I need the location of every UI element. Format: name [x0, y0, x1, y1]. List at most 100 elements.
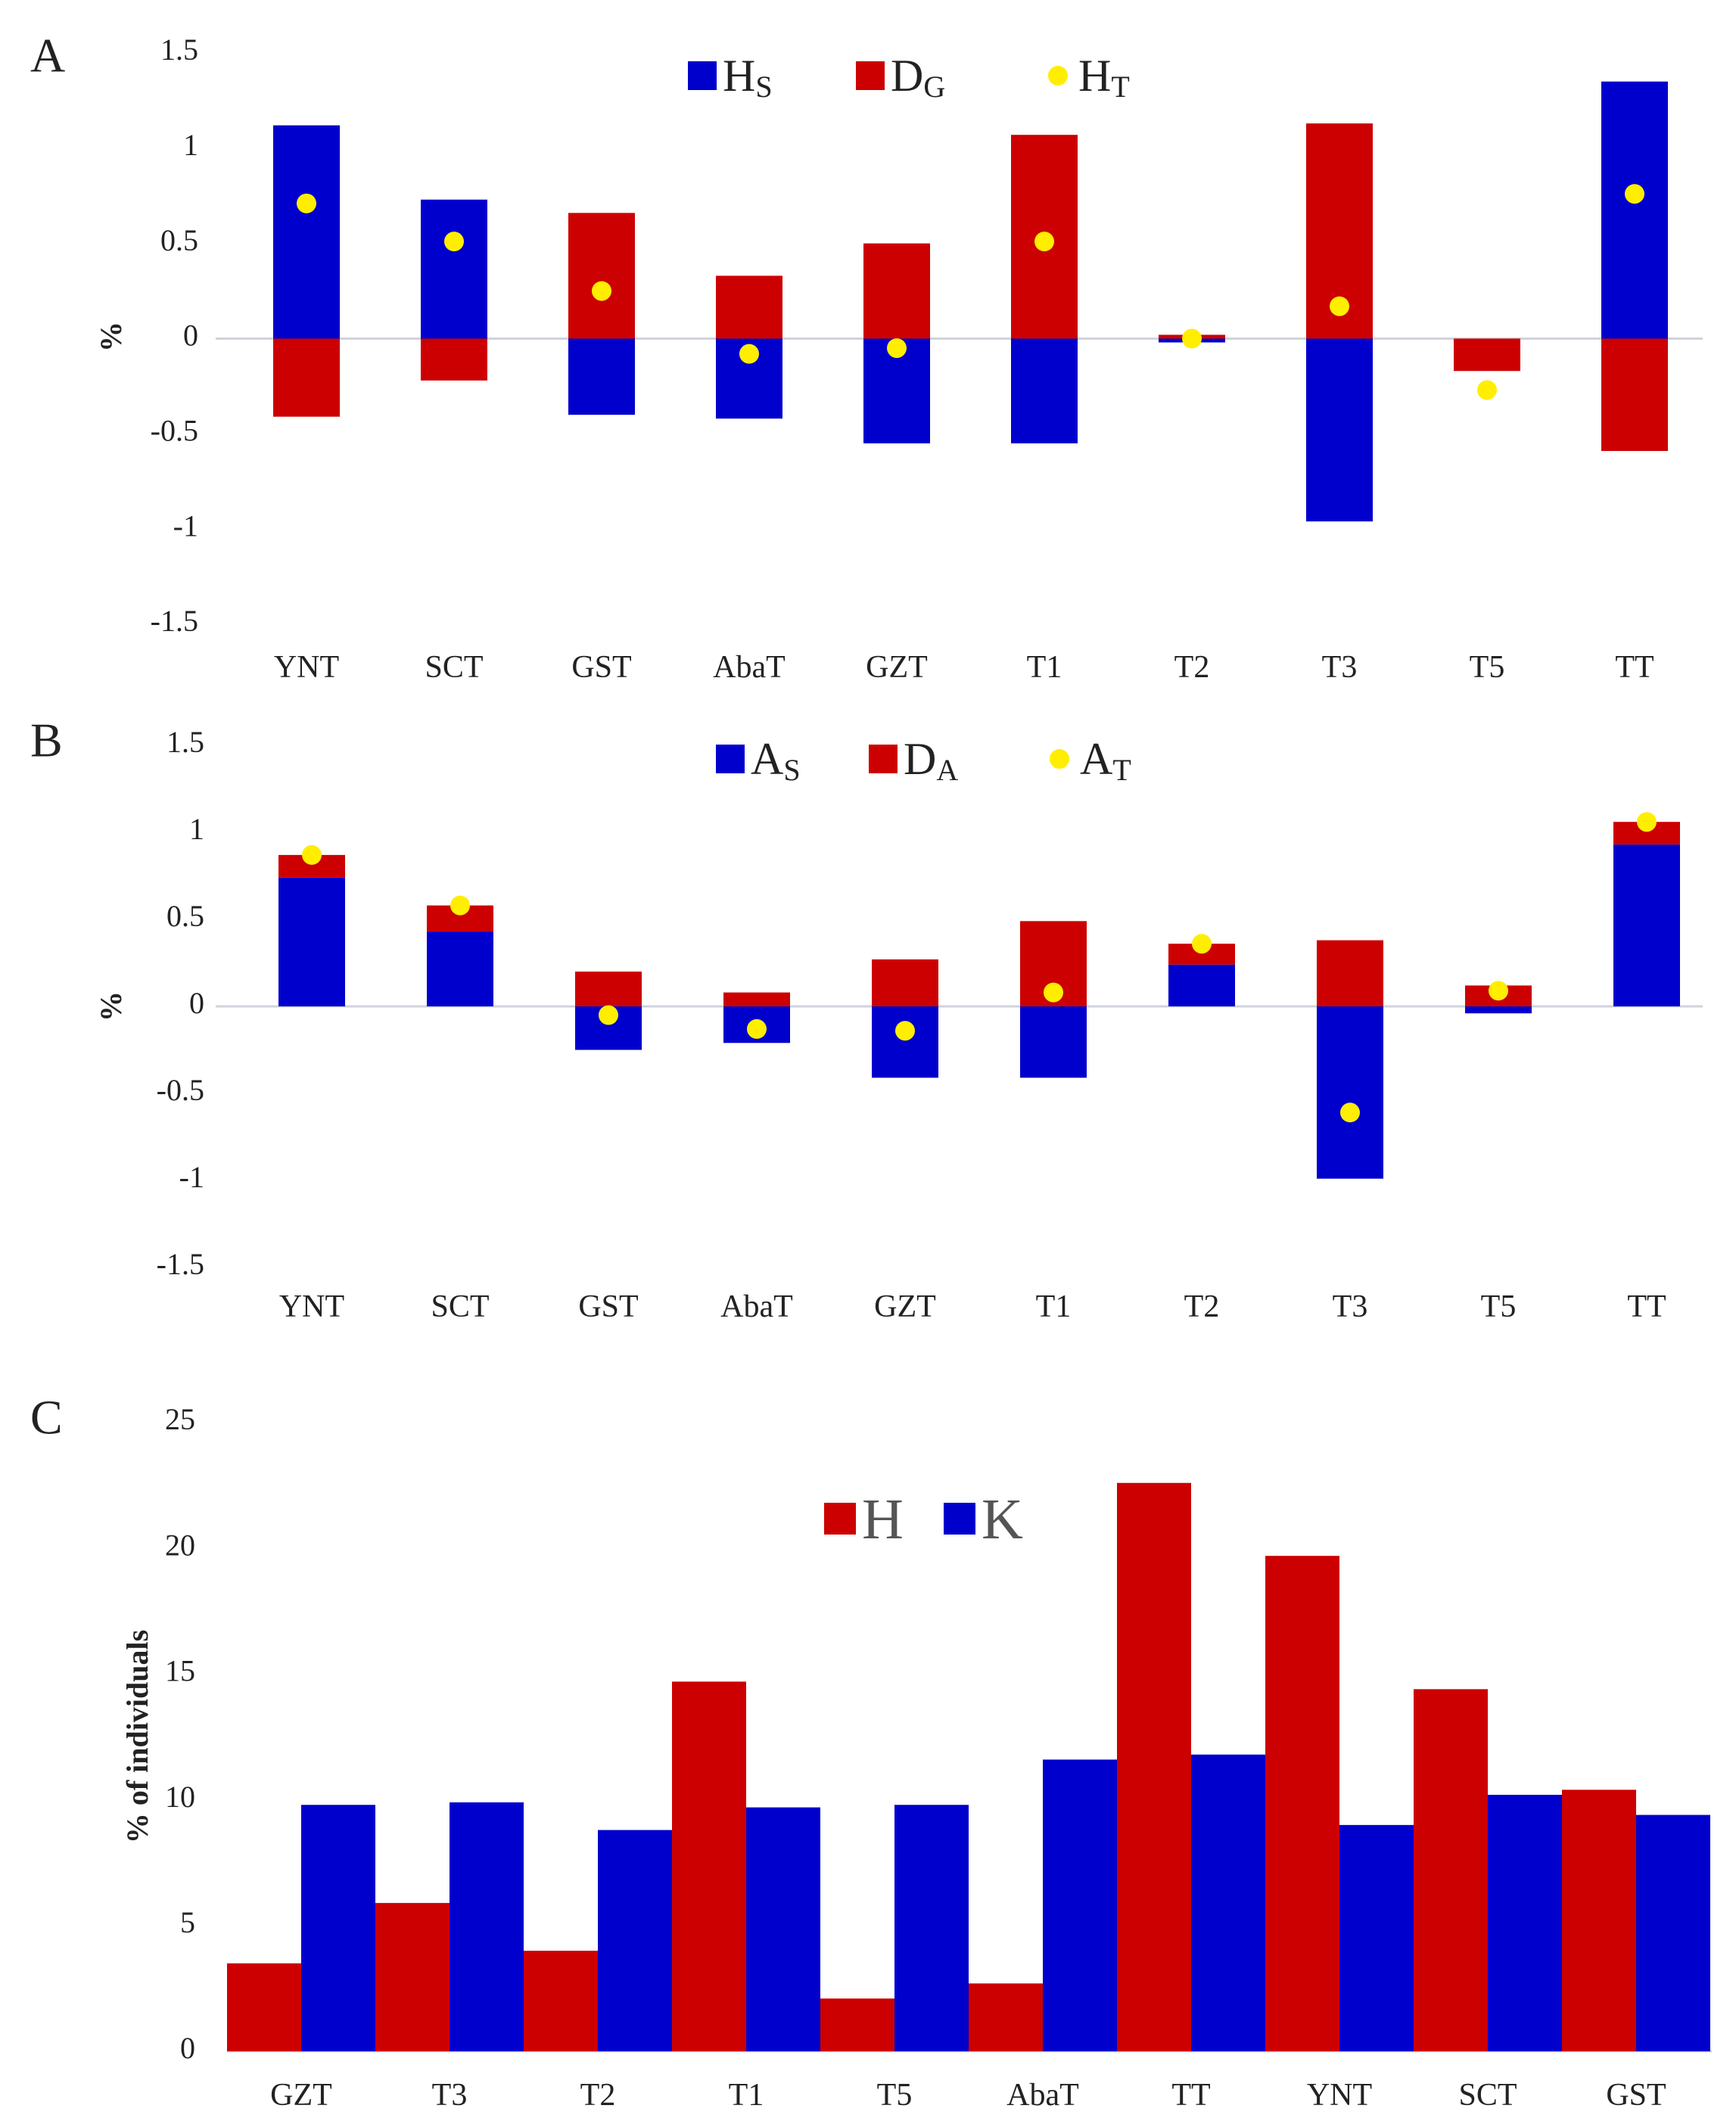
panel-a-bar-hs — [1601, 81, 1668, 339]
panel-b-legend-da-label-main: D — [904, 734, 936, 784]
panel-b-category-label: SCT — [431, 1289, 489, 1324]
panel-c-category-label: AbaT — [1006, 2078, 1079, 2113]
panel-b-bar-as — [278, 877, 345, 1006]
panel-b-bar-as — [1317, 1006, 1383, 1179]
panel-b-legend-da-label-sub: A — [936, 753, 958, 787]
panel-c-bar-k — [450, 1802, 524, 2051]
panel-a-point-ht — [1477, 380, 1497, 400]
panel-c-category-label: T1 — [729, 2078, 764, 2113]
panel-c-letter: C — [30, 1391, 63, 1445]
panel-a-point-ht — [1034, 232, 1054, 252]
panel-a-category-label: GZT — [866, 650, 928, 685]
panel-a-point-ht — [887, 338, 907, 359]
panel-c-bar-h — [820, 1998, 894, 2051]
panel-c-category-label: GZT — [270, 2078, 332, 2113]
panel-c-ytick-label: 25 — [165, 1402, 195, 1436]
panel-b-bar-as — [1613, 844, 1680, 1006]
panel-c-bar-k — [1488, 1794, 1562, 2051]
panel-b-point-at — [1340, 1102, 1360, 1123]
panel-b-point-at — [895, 1021, 915, 1041]
panel-c-legend-h-label-main: H — [862, 1488, 904, 1551]
panel-a-ytick-label: -1.5 — [151, 604, 198, 638]
panel-a-category-label: TT — [1615, 650, 1654, 685]
panel-a-point-ht — [1625, 184, 1644, 204]
panel-a-bar-hs — [421, 199, 487, 339]
panel-a-bar-dg — [421, 338, 487, 381]
panel-a-bar-dg — [1454, 338, 1520, 372]
panel-b-legend-at-label-sub: T — [1112, 753, 1131, 787]
panel-c-bar-k — [1043, 1759, 1117, 2051]
panel-a-legend-dg-swatch — [856, 61, 885, 90]
panel-c-bar-k — [598, 1830, 672, 2051]
panel-a-point-ht — [739, 344, 759, 364]
panel-a-bar-hs — [568, 338, 635, 415]
panel-c-bar-h — [969, 1983, 1043, 2051]
panel-b-category-label: GST — [578, 1289, 638, 1324]
panel-b-bar-as — [1020, 1006, 1087, 1078]
panel-b-bar-da — [575, 972, 642, 1006]
panel-b-point-at — [747, 1018, 767, 1039]
panel-a: A 1.510.50-0.5-1-1.5%YNT SCT GST AbaT GZT T1 T2… — [30, 29, 1703, 685]
panel-c-bar-h — [1414, 1689, 1488, 2051]
panel-c-bar-h — [375, 1902, 450, 2051]
panel-b-ytick-label: -0.5 — [157, 1073, 204, 1107]
panel-c-bar-h — [227, 1963, 301, 2051]
panel-a-category-label: T5 — [1470, 650, 1505, 685]
panel-b-ytick-label: -1.5 — [157, 1247, 204, 1281]
panel-a-legend-ht-label-sub: T — [1111, 70, 1129, 104]
panel-b-legend-as-swatch — [716, 745, 745, 773]
panel-a-category-label: YNT — [274, 650, 339, 685]
panel-c-legend-k-swatch — [944, 1503, 975, 1535]
panel-a-category-label: SCT — [425, 650, 483, 685]
panel-c-category-label: T3 — [432, 2078, 468, 2113]
panel-a-point-ht — [297, 193, 316, 213]
panel-b-legend-da-label: DA — [904, 734, 958, 787]
panel-c-bar-k — [1339, 1824, 1414, 2051]
panel-b-bar-da — [1317, 940, 1383, 1006]
panel-b-category-label: TT — [1627, 1289, 1666, 1324]
panel-c-category-label: YNT — [1307, 2078, 1372, 2113]
panel-b-category-label: T3 — [1333, 1289, 1368, 1324]
panel-b-bar-da — [872, 959, 938, 1006]
panel-a-bar-dg — [273, 338, 340, 417]
panel-a-y-axis-label: % — [94, 322, 128, 352]
panel-a-bar-dg — [716, 275, 782, 339]
panel-a-ytick-label: -1 — [173, 508, 198, 543]
panel-b-ytick-label: 0 — [189, 986, 204, 1020]
panel-c-legend-h-label: H — [862, 1488, 904, 1551]
panel-b-point-at — [1044, 982, 1063, 1003]
panel-b-legend-as-label: AS — [751, 734, 801, 787]
panel-a-letter: A — [30, 29, 65, 82]
panel-c-bar-h — [1265, 1556, 1339, 2051]
panel-b-bar-as — [872, 1006, 938, 1078]
panel-b-category-label: GZT — [874, 1289, 936, 1324]
panel-c-bar-h — [524, 1951, 598, 2051]
panel-b-legend-as-label-sub: S — [783, 753, 800, 787]
panel-c: C 25 20 15 10 5 0 % of individuals GZT T3 T2 T1 T5 Ab… — [30, 1391, 1712, 2113]
panel-b-category-label: YNT — [279, 1289, 344, 1324]
panel-a-legend-hs-label: HS — [723, 51, 773, 104]
panel-a-point-ht — [444, 232, 464, 252]
panel-a-ytick-label: 1 — [183, 128, 198, 162]
panel-a-bar-hs — [273, 125, 340, 339]
panel-a-legend-ht-label-main: H — [1078, 51, 1111, 101]
panel-c-ytick-label: 10 — [165, 1780, 195, 1814]
panel-a-point-ht — [1182, 328, 1202, 349]
panel-c-category-label: TT — [1171, 2078, 1210, 2113]
panel-c-category-label: T5 — [877, 2078, 913, 2113]
panel-b-point-at — [1489, 981, 1508, 1001]
panel-b-point-at — [1637, 812, 1657, 832]
panel-a-legend-hs-label-sub: S — [755, 70, 772, 104]
panel-a-bar-dg — [1601, 338, 1668, 451]
panel-b-legend-at-marker — [1050, 749, 1069, 769]
panel-c-bar-k — [1636, 1815, 1710, 2051]
panel-a-legend-ht-label: HT — [1078, 51, 1130, 104]
panel-c-legend-k-label: K — [982, 1488, 1023, 1551]
panel-b-ytick-label: 1 — [189, 812, 204, 846]
panel-c-ytick-label: 0 — [180, 2031, 195, 2065]
panel-a-point-ht — [1330, 296, 1349, 316]
panel-a-ytick-label: 0.5 — [160, 223, 198, 257]
panel-b-bar-as — [1168, 964, 1235, 1006]
panel-b-y-axis-label: % — [94, 991, 128, 1022]
